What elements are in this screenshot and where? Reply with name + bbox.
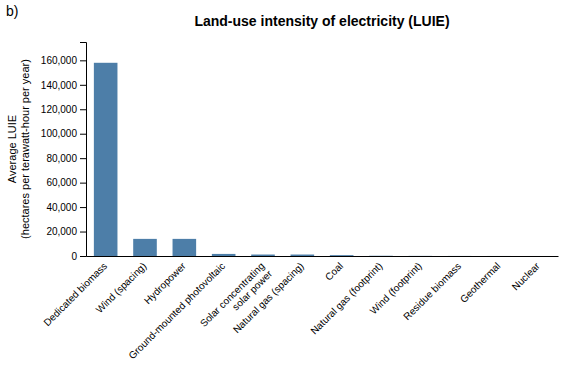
- y-tick: 100,000: [41, 128, 86, 139]
- bar: [173, 239, 197, 256]
- y-axis-line: [80, 43, 87, 257]
- y-axis: 0 20,000 40,000 60,000 80,000 100,000 120,000 1…: [41, 43, 87, 262]
- bar: [94, 63, 118, 256]
- y-tick-label: 140,000: [41, 80, 78, 91]
- x-tick: Dedicated biomass: [41, 256, 109, 328]
- x-tick-label: Dedicated biomass: [41, 260, 109, 328]
- x-tick-label: Wind (spacing): [94, 260, 149, 315]
- bar: [409, 255, 433, 256]
- y-tick-mark: [80, 109, 86, 110]
- bar: [487, 255, 511, 256]
- y-tick-label: 40,000: [46, 202, 77, 213]
- y-tick-mark: [80, 232, 86, 233]
- x-tick: Natural gas (spacing): [231, 256, 306, 335]
- y-tick: 80,000: [46, 153, 86, 164]
- y-tick-mark: [80, 158, 86, 159]
- y-tick-mark: [80, 207, 86, 208]
- x-tick: Residue biomass: [401, 256, 463, 322]
- y-tick: 0: [71, 251, 86, 262]
- y-tick: 40,000: [46, 202, 86, 213]
- x-tick-label: Coal: [323, 260, 345, 282]
- y-tick-label: 120,000: [41, 104, 78, 115]
- x-tick-label: Nuclear: [510, 260, 543, 293]
- y-tick: 120,000: [41, 104, 86, 115]
- y-tick-label: 60,000: [46, 177, 77, 188]
- x-tick: Nuclear: [510, 256, 543, 292]
- bar: [291, 255, 315, 256]
- x-axis-line: [87, 256, 559, 257]
- y-tick: 160,000: [41, 55, 86, 66]
- x-tick-label: Natural gas (footprint): [308, 260, 384, 336]
- y-tick-label: 100,000: [41, 128, 78, 139]
- y-tick: 60,000: [46, 177, 86, 188]
- bar: [369, 255, 393, 256]
- y-tick-label: 0: [71, 251, 77, 262]
- bar: [251, 255, 275, 256]
- title: Land-use intensity of electricity (LUIE): [194, 13, 449, 29]
- y-tick: 20,000: [46, 226, 86, 237]
- bars: [94, 63, 550, 256]
- y-tick-mark: [80, 85, 86, 86]
- y-axis-title: Average LUIE(hectares per terawatt-hour …: [6, 59, 31, 239]
- y-tick: 140,000: [41, 80, 86, 91]
- x-tick: Wind (spacing): [94, 256, 149, 315]
- x-tick-label: Residue biomass: [401, 260, 463, 322]
- x-tick: Natural gas (footprint): [308, 256, 384, 336]
- bar: [212, 254, 236, 256]
- x-tick: Coal: [323, 256, 345, 283]
- bar: [448, 255, 472, 256]
- y-tick-label: 20,000: [46, 226, 77, 237]
- panel-label: b): [6, 3, 18, 19]
- x-tick-label: Geothermal: [458, 260, 503, 305]
- bar: [527, 255, 551, 256]
- x-tick: Geothermal: [458, 256, 503, 305]
- plot-area: 0 20,000 40,000 60,000 80,000 100,000 120,000 1…: [41, 43, 559, 362]
- y-tick-mark: [80, 134, 86, 135]
- y-tick-mark: [80, 256, 86, 257]
- y-tick-mark: [80, 60, 86, 61]
- y-tick-label: 160,000: [41, 55, 78, 66]
- x-tick-label: Natural gas (spacing): [231, 260, 306, 335]
- bar: [330, 255, 354, 256]
- y-tick-label: 80,000: [46, 153, 77, 164]
- y-tick-mark: [80, 183, 86, 184]
- x-axis: Dedicated biomassWind (spacing)Hydropowe…: [41, 256, 558, 361]
- bar: [133, 239, 157, 256]
- chart: 0 20,000 40,000 60,000 80,000 100,000 120,000 1…: [0, 0, 570, 386]
